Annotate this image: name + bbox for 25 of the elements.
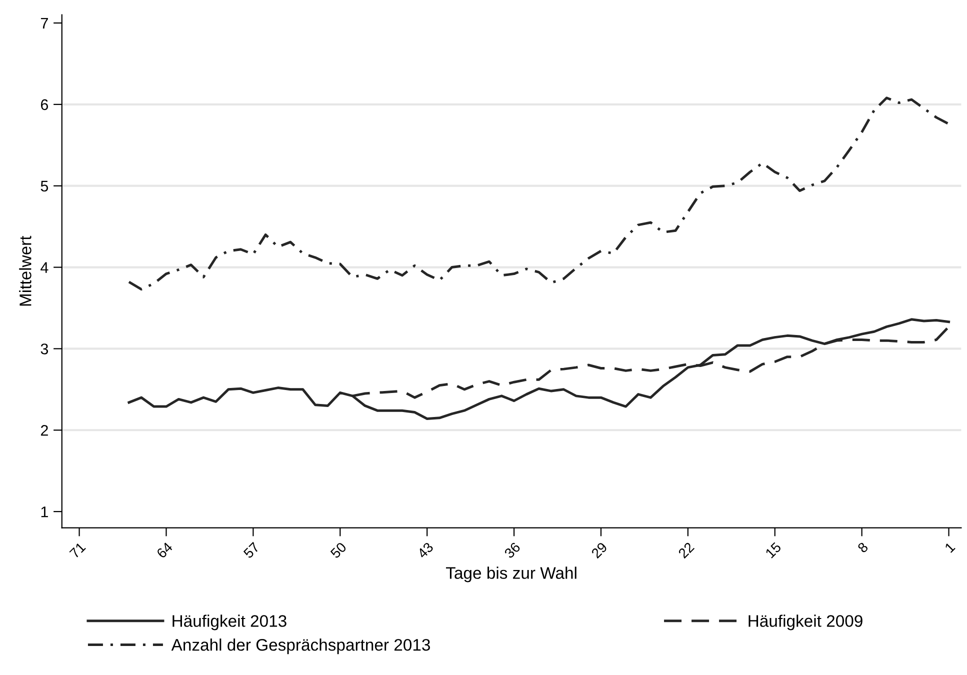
- x-tick-label: 1: [944, 542, 956, 553]
- y-axis-title: Mittelwert: [19, 236, 32, 306]
- x-tick-label: 43: [416, 542, 434, 559]
- y-tick-label: 7: [40, 18, 48, 29]
- y-tick-label: 1: [41, 506, 48, 518]
- x-axis-title: Tage bis zur Wahl: [446, 566, 576, 582]
- legend-label: Häufigkeit 2013: [172, 614, 286, 630]
- y-tick-label: 4: [40, 262, 48, 273]
- x-tick-label: 29: [590, 542, 608, 559]
- y-tick-label: 3: [40, 344, 48, 354]
- x-tick-label: 57: [243, 542, 260, 559]
- line-series: [128, 96, 950, 291]
- x-tick-label: 8: [857, 542, 869, 554]
- x-tick-label: 50: [330, 542, 347, 559]
- x-tick-label: 36: [504, 542, 521, 559]
- x-tick-label: 71: [69, 542, 86, 559]
- y-tick-label: 6: [40, 99, 48, 110]
- y-tick-label: 2: [40, 425, 48, 436]
- line-series: [128, 318, 950, 420]
- y-tick-label: 5: [40, 180, 48, 192]
- x-tick-label: 22: [678, 542, 695, 559]
- x-tick-label: 15: [765, 542, 782, 558]
- legend-label: Anzahl der Gesprächspartner 2013: [171, 638, 430, 654]
- legend-label: Häufigkeit 2009: [748, 614, 862, 630]
- x-tick-label: 64: [156, 542, 174, 559]
